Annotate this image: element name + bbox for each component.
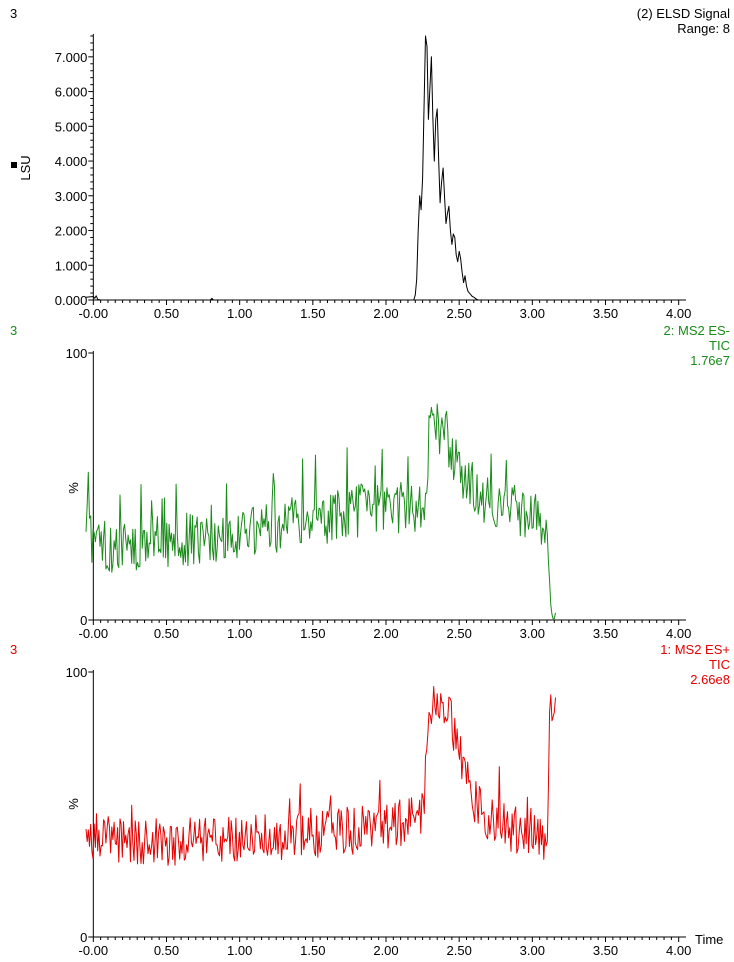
x-tick-label: -0.00: [78, 943, 108, 958]
y-tick-label: 6.000: [55, 85, 88, 100]
x-tick-label: 1.50: [300, 626, 325, 641]
x-tick-label: 2.00: [373, 626, 398, 641]
x-tick-label: 0.50: [154, 626, 179, 641]
series-line: [85, 686, 556, 866]
panel-label: 3: [10, 6, 17, 21]
chart-title-line: 1: MS2 ES+: [660, 642, 730, 657]
x-tick-label: -0.00: [78, 306, 108, 321]
y-tick-label: 0.000: [55, 293, 88, 308]
x-tick-label: 1.00: [227, 626, 252, 641]
x-tick-label: 1.50: [300, 306, 325, 321]
chart-title-line: TIC: [709, 657, 730, 672]
y-tick-label: 100: [66, 346, 88, 361]
y-tick-label: 0: [80, 613, 87, 628]
y-tick-label: 3.000: [55, 189, 88, 204]
y-tick-label: 1.000: [55, 258, 88, 273]
x-tick-label: 3.50: [593, 943, 618, 958]
x-tick-label: 1.00: [227, 306, 252, 321]
x-tick-label: 3.50: [593, 306, 618, 321]
series-line: [85, 35, 686, 301]
y-tick-label: 100: [66, 665, 88, 680]
y-axis-label: %: [66, 798, 81, 810]
y-tick-label: 7.000: [55, 50, 88, 65]
x-tick-label: 2.00: [373, 306, 398, 321]
chart-title-line: Range: 8: [677, 21, 730, 36]
x-tick-label: 4.00: [666, 943, 691, 958]
x-tick-label: 3.50: [593, 626, 618, 641]
chart-title-line: (2) ELSD Signal: [637, 6, 730, 21]
x-tick-label: 2.50: [447, 626, 472, 641]
x-tick-label: 1.00: [227, 943, 252, 958]
y-axis-label: %: [66, 482, 81, 494]
unit-marker-icon: [11, 162, 17, 168]
x-tick-label: 3.00: [520, 626, 545, 641]
x-axis-label: Time: [695, 932, 723, 947]
x-tick-label: 2.50: [447, 306, 472, 321]
y-tick-label: 5.000: [55, 119, 88, 134]
panel-label: 3: [10, 642, 17, 657]
x-tick-label: 3.00: [520, 306, 545, 321]
chart-title-line: 1.76e7: [690, 353, 730, 368]
x-tick-label: 2.50: [447, 943, 472, 958]
x-tick-label: 0.50: [154, 306, 179, 321]
x-tick-label: 2.00: [373, 943, 398, 958]
x-tick-label: 0.50: [154, 943, 179, 958]
series-line: [85, 403, 556, 620]
y-axis-label: LSU: [18, 155, 33, 180]
x-tick-label: 4.00: [666, 626, 691, 641]
x-tick-label: 1.50: [300, 943, 325, 958]
y-tick-label: 4.000: [55, 154, 88, 169]
chart-title-line: 2: MS2 ES-: [664, 323, 730, 338]
x-tick-label: -0.00: [78, 626, 108, 641]
y-tick-label: 2.000: [55, 224, 88, 239]
panel-label: 3: [10, 323, 17, 338]
x-tick-label: 3.00: [520, 943, 545, 958]
y-tick-label: 0: [80, 930, 87, 945]
chart-title-line: 2.66e8: [690, 672, 730, 687]
chart-title-line: TIC: [709, 338, 730, 353]
x-tick-label: 4.00: [666, 306, 691, 321]
